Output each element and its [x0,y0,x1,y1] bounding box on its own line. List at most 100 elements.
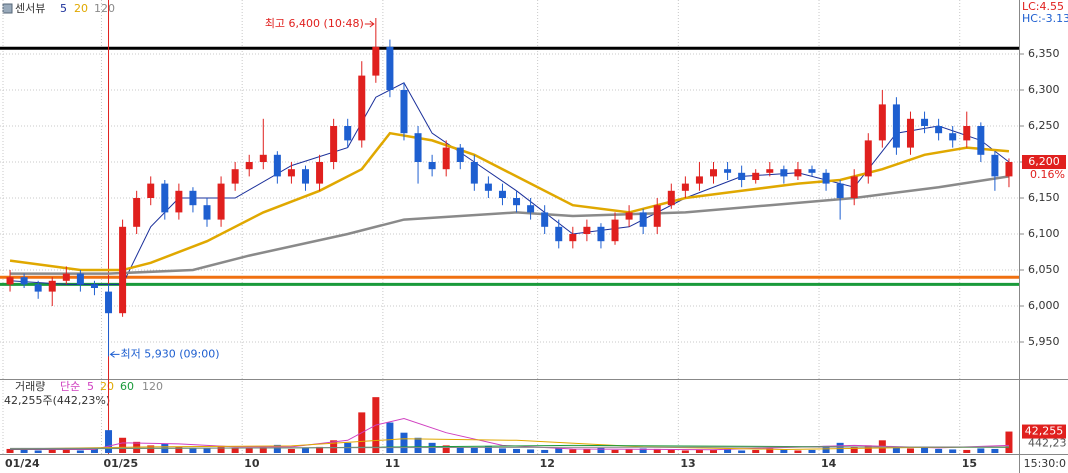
volume-bar [653,448,661,453]
chart-title: 센서뷰 [15,2,45,15]
x-tick-label: 15 [962,457,977,470]
legend-entry: 20 [100,380,114,393]
volume-bar [245,448,253,453]
candle-body [358,75,366,141]
legend-icon [2,3,13,14]
volume-bar [147,445,155,453]
candle-body [738,172,746,180]
candle-body [808,169,816,173]
annotation-arrow [364,20,375,28]
candle-body [977,126,985,155]
annotation-arrow [109,351,120,358]
candle-body [864,140,872,177]
candle-body [878,104,886,141]
volume-bar [949,449,957,453]
annotation: 최저 5,930 (09:00) [121,347,220,360]
volume-bar [203,448,211,453]
x-tick-label: 12 [540,457,555,470]
volume-bar [442,445,450,453]
volume-bar [935,448,943,453]
candle-body [456,147,464,162]
volume-bar [48,449,56,453]
volume-bar [597,447,605,453]
x-tick-label: 01/25 [103,457,138,470]
volume-bar [836,442,844,453]
volume-bar [681,450,689,453]
volume-bar [287,448,295,453]
volume-bar [76,450,84,453]
lc-label: LC:4.55 [1022,0,1064,13]
candle-body [301,169,309,184]
volume-bar [780,449,788,453]
candle-body [287,169,295,177]
x-tick-label: 14 [821,457,837,470]
x-tick-label: 13 [680,457,695,470]
legend-entry: 60 [120,380,134,393]
candle-body [259,154,267,162]
volume-bar [625,449,633,453]
candle-body [175,190,183,213]
volume-bar [583,448,591,453]
volume-bar [273,444,281,453]
candle-body [639,212,647,227]
x-tick-label: 01/24 [5,457,40,470]
legend-entry: 5 [60,2,67,15]
candle-body [906,118,914,148]
ratio-label: 442,23 [1028,437,1067,450]
candle-body [653,205,661,227]
candle-body [48,280,56,292]
candle-body [6,277,14,285]
volume-title: 거래량 [15,380,45,393]
candle-body [921,118,929,126]
candle-body [498,190,506,198]
volume-bar [90,448,98,453]
legend-entry: 20 [74,2,88,15]
volume-bar [34,450,42,453]
candle-body [105,291,113,314]
candle-body [62,273,70,281]
candle-body [442,147,450,170]
candle-body [90,284,98,288]
candle-body [822,172,830,184]
candle-body [133,198,141,227]
volume-bar [906,448,914,453]
volume-bar [639,448,647,453]
candle-body [794,169,802,177]
volume-bar [991,448,999,453]
candle-body [780,169,788,177]
candle-body [611,219,619,242]
volume-bar [1005,431,1013,453]
volume-bar [569,449,577,453]
candle-body [710,169,718,177]
candle-body [400,90,408,134]
ma-line [9,131,1010,272]
volume-bar [189,447,197,453]
legend-entry: 120 [94,2,115,15]
candle-body [273,154,281,177]
current-volume-label: 42,255 [1025,425,1064,438]
candle-body [527,205,535,213]
volume-bar [414,437,422,453]
candle-body [34,284,42,292]
candle-body [850,176,858,198]
volume-bar [175,446,183,453]
candle-body [569,234,577,242]
candle-body [217,183,225,220]
volume-ma-line [10,438,1009,450]
candle-body [513,198,521,206]
candle-body [386,46,394,90]
current-volume-box [1022,424,1066,439]
y-tick-label: 6,050 [1028,263,1060,276]
candle-body [836,183,844,198]
volume-bar [105,430,113,453]
candle-body [161,183,169,213]
volume-bar [724,448,732,453]
volume-bar [386,422,394,453]
candle-body [766,169,774,173]
candle-body [695,176,703,184]
candle-body [20,277,28,285]
current-price-box [1022,155,1066,169]
volume-bar [738,450,746,453]
